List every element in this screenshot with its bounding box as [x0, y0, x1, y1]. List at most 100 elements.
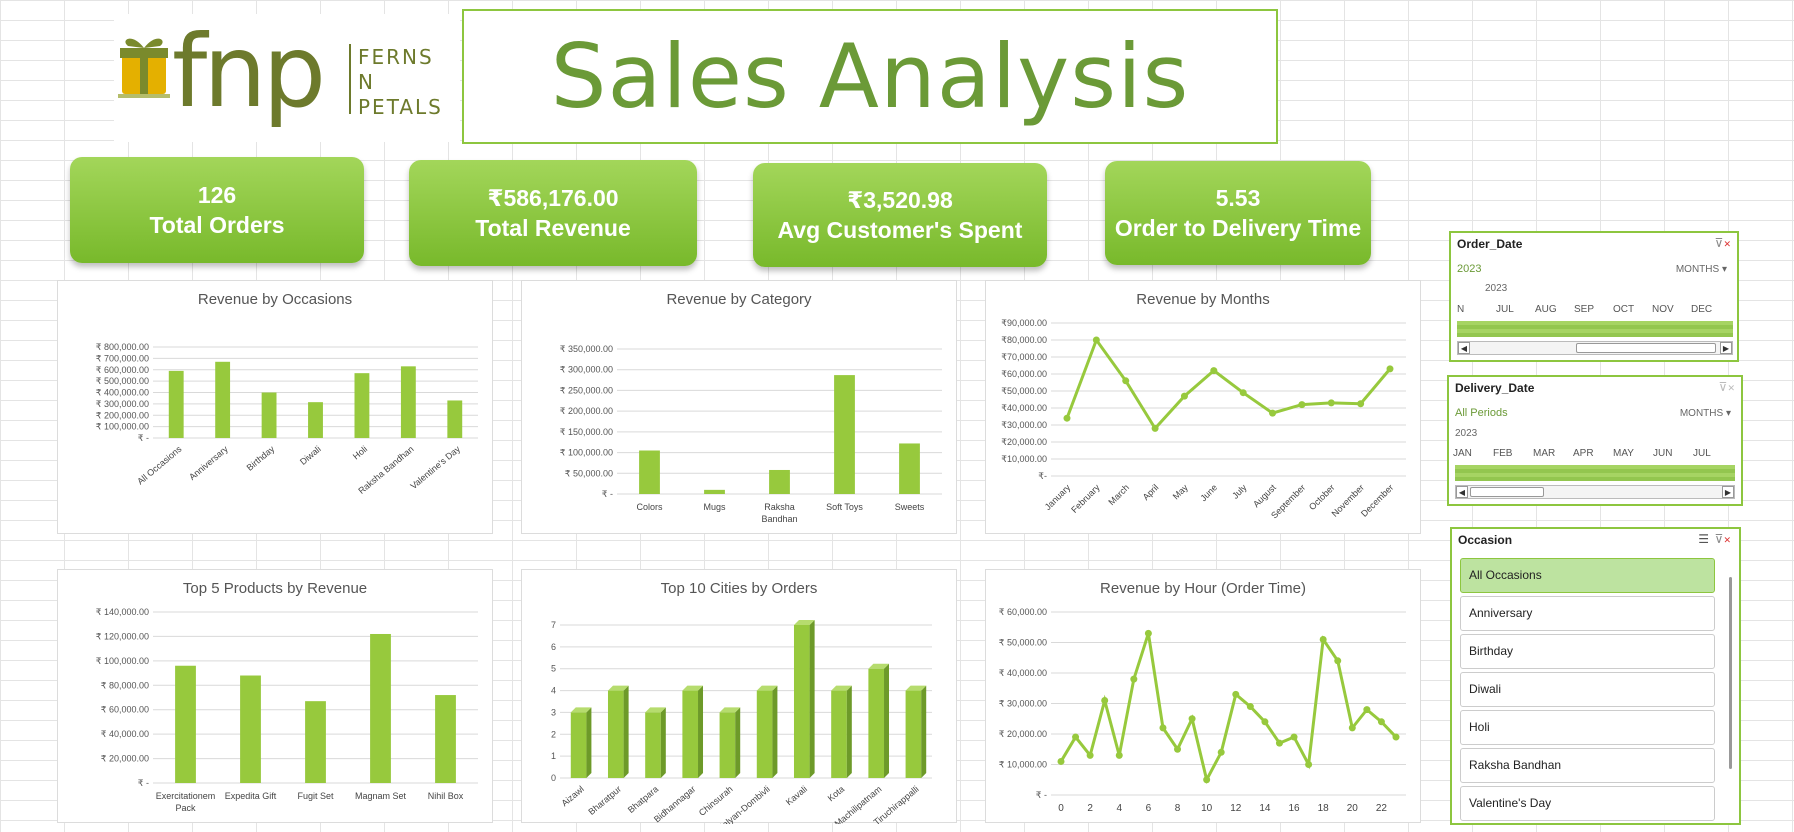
chart-revenue-by-months[interactable]: Revenue by Months ₹- ₹10,000.00 ₹20,000.00… — [985, 280, 1421, 534]
month-label[interactable]: N — [1457, 304, 1465, 315]
timeline-bar[interactable] — [1455, 465, 1735, 481]
month-label[interactable]: SEP — [1574, 304, 1595, 315]
multi-select-icon[interactable]: ☰ — [1698, 532, 1709, 546]
y-tick-label: ₹ 600,000.00 — [96, 365, 149, 375]
month-label[interactable]: OCT — [1613, 304, 1635, 315]
time-level-dropdown[interactable]: MONTHS ▾ — [1676, 264, 1727, 275]
chart-title: Top 10 Cities by Orders — [660, 580, 818, 597]
dashboard-title: Sales Analysis — [550, 25, 1190, 128]
month-label[interactable]: JUN — [1653, 448, 1673, 459]
y-tick-label: ₹ 400,000.00 — [96, 388, 149, 398]
data-point — [1101, 696, 1109, 704]
slicer-delivery-date[interactable]: Delivery_Date ⊽✕ All Periods MONTHS ▾ 20… — [1447, 375, 1743, 506]
clear-filter-icon[interactable]: ⊽✕ — [1714, 236, 1731, 250]
y-tick-label: 1 — [551, 751, 556, 761]
timeline-scrollbar[interactable]: ◀ ▶ — [1455, 485, 1735, 499]
chart-revenue-by-occasions[interactable]: Revenue by Occasions ₹ - ₹ 100,000.00 ₹ 20… — [57, 280, 493, 534]
month-label[interactable]: JUL — [1496, 304, 1514, 315]
bar — [215, 361, 231, 438]
x-tick-label: Bhatpara — [626, 784, 660, 815]
chart-top-5-products[interactable]: Top 5 Products by Revenue ₹ - ₹ 20,000.00… — [57, 569, 493, 823]
bar-side — [586, 707, 592, 778]
y-tick-label: 6 — [551, 642, 556, 652]
timeline-scrollbar[interactable]: ◀ ▶ — [1457, 341, 1733, 355]
month-label[interactable]: AUG — [1535, 304, 1557, 315]
data-point — [1217, 748, 1225, 756]
scroll-thumb[interactable] — [1576, 343, 1716, 353]
bar-top — [831, 685, 852, 691]
scroll-left-icon[interactable]: ◀ — [1456, 486, 1468, 498]
x-tick-label: February — [1069, 482, 1102, 515]
y-tick-label: ₹ 100,000.00 — [96, 422, 149, 432]
month-label[interactable]: MAY — [1613, 448, 1634, 459]
bar — [899, 443, 920, 494]
y-tick-label: ₹ - — [1036, 790, 1047, 800]
time-level-dropdown[interactable]: MONTHS ▾ — [1680, 408, 1731, 419]
y-tick-label: 0 — [551, 773, 556, 783]
x-tick-label: July — [1230, 482, 1249, 501]
occasion-item[interactable]: Valentine's Day — [1460, 786, 1715, 821]
month-label[interactable]: APR — [1573, 448, 1594, 459]
x-tick-label: Kavali — [784, 784, 809, 807]
bar — [175, 665, 196, 783]
scroll-right-icon[interactable]: ▶ — [1722, 486, 1734, 498]
chart-top-10-cities[interactable]: Top 10 Cities by Orders 0 1 2 3 4 5 6 7 Aizawl Bh… — [521, 569, 957, 824]
y-tick-label: 3 — [551, 707, 556, 717]
occasion-item[interactable]: All Occasions — [1460, 558, 1715, 593]
month-label[interactable]: MAR — [1533, 448, 1556, 459]
occasion-item[interactable]: Raksha Bandhan — [1460, 748, 1715, 783]
kpi-value: 5.53 — [1215, 185, 1261, 211]
chart-revenue-by-category[interactable]: Revenue by Category ₹ - ₹ 50,000.00 ₹ 100,… — [521, 280, 957, 534]
bar — [639, 450, 660, 494]
bar — [261, 392, 277, 438]
clear-filter-icon[interactable]: ⊽✕ — [1718, 380, 1735, 394]
scroll-left-icon[interactable]: ◀ — [1458, 342, 1470, 354]
y-tick-label: ₹ 60,000.00 — [999, 607, 1047, 617]
time-level-label: MONTHS — [1679, 408, 1724, 419]
data-point — [1363, 706, 1371, 714]
bar — [305, 701, 326, 783]
x-tick-label: 14 — [1259, 803, 1271, 814]
y-tick-label: ₹ 80,000.00 — [101, 680, 149, 690]
x-tick-label: 16 — [1288, 803, 1300, 814]
data-point — [1327, 399, 1335, 407]
slicer-year: 2023 — [1485, 283, 1508, 294]
slicer-order-date[interactable]: Order_Date ⊽✕ 2023 MONTHS ▾ 2023 N JUL AUG… — [1449, 231, 1739, 362]
x-tick-label: Chinsurah — [697, 784, 735, 818]
scroll-thumb[interactable] — [1470, 487, 1544, 497]
occasion-item[interactable]: Birthday — [1460, 634, 1715, 669]
occasion-scrollbar[interactable] — [1729, 577, 1732, 769]
series-line — [1065, 336, 1392, 431]
data-point — [1180, 392, 1188, 400]
bar-side — [884, 663, 890, 778]
occasion-item[interactable]: Diwali — [1460, 672, 1715, 707]
y-tick-label: ₹ 800,000.00 — [96, 342, 149, 352]
y-tick-label: ₹- — [1038, 471, 1047, 481]
clear-filter-icon[interactable]: ⊽✕ — [1714, 532, 1731, 546]
slicer-occasion[interactable]: Occasion ☰ ⊽✕ All Occasions Anniversary Bi… — [1450, 527, 1741, 825]
x-tick-label: Anniversary — [187, 444, 230, 483]
bar-side — [809, 620, 815, 778]
occasion-item[interactable]: Anniversary — [1460, 596, 1715, 631]
x-tick-label: Valentine's Day — [408, 444, 462, 492]
slicer-selection: All Periods — [1455, 407, 1508, 419]
x-tick-label: Diwali — [298, 444, 323, 467]
chart-revenue-by-hour[interactable]: Revenue by Hour (Order Time) ₹ - ₹ 10,000… — [985, 569, 1421, 823]
month-label[interactable]: DEC — [1691, 304, 1713, 315]
bar — [168, 370, 184, 438]
kpi-value: ₹3,520.98 — [847, 187, 953, 213]
scroll-right-icon[interactable]: ▶ — [1720, 342, 1732, 354]
data-point — [1086, 751, 1094, 759]
x-tick-label: Holi — [351, 444, 369, 462]
month-label[interactable]: FEB — [1493, 448, 1513, 459]
bar — [400, 366, 416, 438]
svg-text:fnp: fnp — [172, 14, 322, 130]
month-label[interactable]: JUL — [1693, 448, 1711, 459]
bar — [704, 489, 725, 494]
month-label[interactable]: NOV — [1652, 304, 1674, 315]
timeline-bar[interactable] — [1457, 321, 1733, 337]
kpi-label: Order to Delivery Time — [1114, 215, 1362, 241]
month-label[interactable]: JAN — [1453, 448, 1472, 459]
bar — [834, 375, 855, 494]
occasion-item[interactable]: Holi — [1460, 710, 1715, 745]
